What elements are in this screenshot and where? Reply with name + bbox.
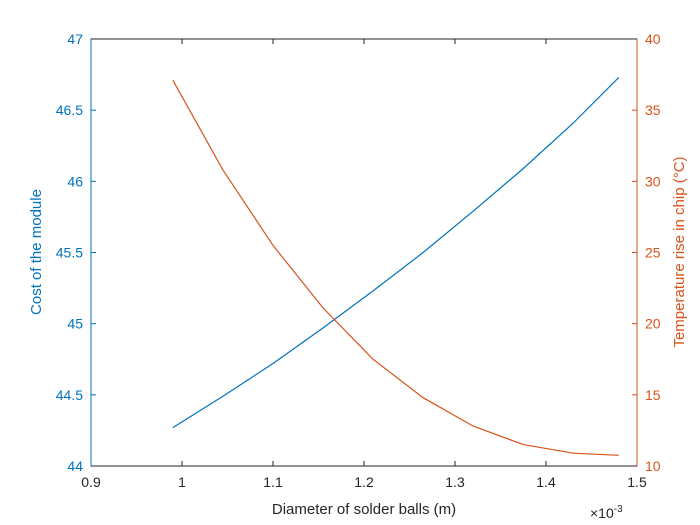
left-y-tick-label: 46	[67, 173, 83, 189]
x-tick-label: 1.5	[627, 474, 647, 490]
x-tick-label: 0.9	[81, 474, 101, 490]
left-y-tick-label: 45	[67, 316, 83, 332]
left-y-tick-label: 44.5	[56, 387, 83, 403]
right-y-tick-label: 40	[645, 31, 661, 47]
right-y-tick-label: 25	[645, 245, 661, 261]
series-layer	[172, 76, 620, 456]
left-y-tick-label: 44	[67, 458, 83, 474]
x-axis-label: Diameter of solder balls (m)	[272, 501, 456, 518]
x-tick-label: 1.3	[445, 474, 465, 490]
x-axis-exponent: ×10-3	[590, 504, 623, 521]
right-y-axis-label: Temperature rise in chip (°C)	[671, 156, 688, 347]
x-tick-labels: 0.9 1 1.1 1.2 1.3 1.4 1.5	[81, 474, 647, 490]
right-y-tick-label: 20	[645, 316, 661, 332]
left-y-axis-label: Cost of the module	[28, 189, 45, 315]
right-y-tick-label: 35	[645, 102, 661, 118]
cost-series-line	[172, 76, 620, 429]
x-tick-label: 1	[178, 474, 186, 490]
right-tick-labels: 10 15 20 25 30 35 40	[645, 31, 661, 474]
left-y-tick-label: 47	[67, 31, 83, 47]
left-y-tick-label: 45.5	[56, 245, 83, 261]
tick-marks	[90, 38, 638, 467]
left-tick-labels: 44 44.5 45 45.5 46 46.5 47	[56, 31, 83, 474]
x-tick-label: 1.4	[536, 474, 556, 490]
x-tick-label: 1.2	[354, 474, 374, 490]
left-y-tick-label: 46.5	[56, 102, 83, 118]
right-y-tick-label: 15	[645, 387, 661, 403]
right-y-tick-label: 30	[645, 173, 661, 189]
plot-area-box	[90, 38, 638, 467]
right-y-tick-label: 10	[645, 458, 661, 474]
temperature-series-line	[172, 80, 619, 456]
x-tick-label: 1.1	[263, 474, 283, 490]
